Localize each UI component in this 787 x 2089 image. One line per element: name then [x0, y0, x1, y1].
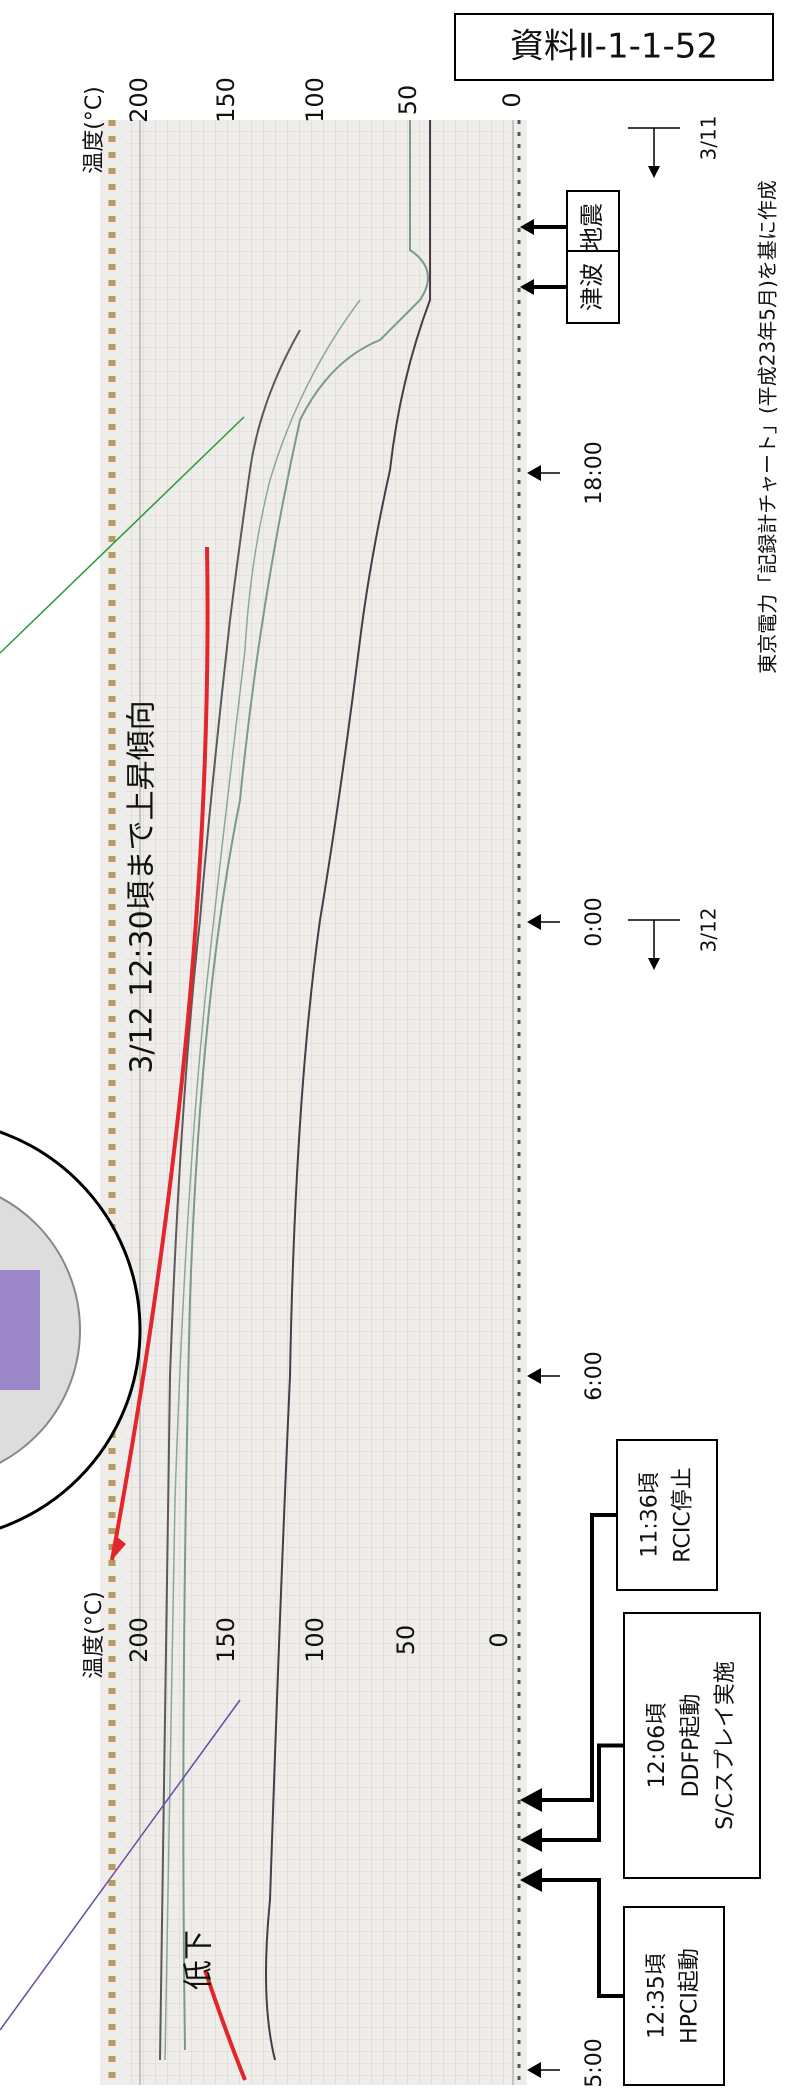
annotation: 低下 — [182, 1930, 217, 1990]
arrow-head — [648, 166, 660, 178]
tick-label: 50 — [392, 1625, 420, 1656]
event-label: 地震 — [578, 203, 606, 251]
arrow-head — [527, 2062, 541, 2078]
trace — [182, 120, 429, 2051]
event-label: 津波 — [578, 263, 606, 311]
arrow-head — [527, 914, 541, 930]
source: 東京電力「記録計チャート」(平成23年5月)を基に作成 — [756, 180, 780, 674]
date-label: 3/11 — [697, 116, 721, 161]
tick-label: 150 — [212, 1617, 240, 1663]
arrow-head — [648, 958, 660, 970]
event-box — [566, 250, 620, 324]
op-label: 11:36頃 — [637, 1472, 662, 1557]
tick-label: 0 — [485, 1632, 513, 1647]
axis-label: 温度(°C) — [82, 1591, 107, 1679]
tick-label: 100 — [301, 77, 329, 123]
connector — [540, 1513, 617, 1802]
doc-id-box — [454, 13, 774, 81]
time-label: 15:00 — [582, 2038, 607, 2089]
tick-label: 100 — [301, 1617, 329, 1663]
op-label: DDFP起動 — [679, 1694, 704, 1798]
time-label: 18:00 — [582, 441, 607, 504]
date-label: 3/12 — [697, 908, 721, 953]
pointer — [0, 416, 245, 654]
tick-label: 0 — [498, 92, 526, 107]
arrow-head — [520, 1868, 542, 1892]
arrow-head — [520, 1788, 542, 1812]
arrow-head — [520, 279, 534, 295]
arrow-head — [527, 465, 541, 481]
tick-label: 200 — [125, 77, 153, 123]
zoom-stripes — [0, 1270, 40, 1390]
op-label: RCIC停止 — [671, 1467, 696, 1562]
pointer — [0, 1699, 241, 2031]
tick-label: 150 — [212, 77, 240, 123]
arrow-head — [520, 1828, 542, 1852]
doc-id: 資料Ⅱ-1-1-52 — [510, 27, 718, 67]
axis-label: 温度(°C) — [82, 86, 107, 174]
annotation: 3/12 12:30頃まで上昇傾向 — [125, 700, 160, 1073]
trace — [159, 329, 301, 2061]
arrow-head — [527, 1368, 541, 1384]
tick-label: 200 — [125, 1617, 153, 1663]
trend-arrow — [110, 546, 210, 1561]
op-label: HPCI起動 — [678, 1948, 703, 2044]
tick-label: 50 — [394, 85, 422, 116]
op-label: 12:06頃 — [645, 1703, 670, 1788]
time-label: 6:00 — [582, 1351, 607, 1400]
arrow-head — [112, 1536, 126, 1560]
op-box — [623, 1906, 725, 2086]
connector — [540, 1878, 624, 1998]
trace — [164, 299, 361, 2061]
op-label: 12:35頃 — [644, 1953, 669, 2038]
op-label: S/Cスプレイ実施 — [713, 1661, 738, 1830]
connector — [540, 1743, 624, 1842]
arrow-head — [520, 219, 534, 235]
trace — [265, 120, 431, 2061]
op-box — [623, 1612, 761, 1879]
trend-arrow — [203, 1969, 247, 2081]
chart-grid — [125, 120, 510, 2085]
op-box — [616, 1439, 718, 1591]
time-label: 0:00 — [582, 897, 607, 946]
